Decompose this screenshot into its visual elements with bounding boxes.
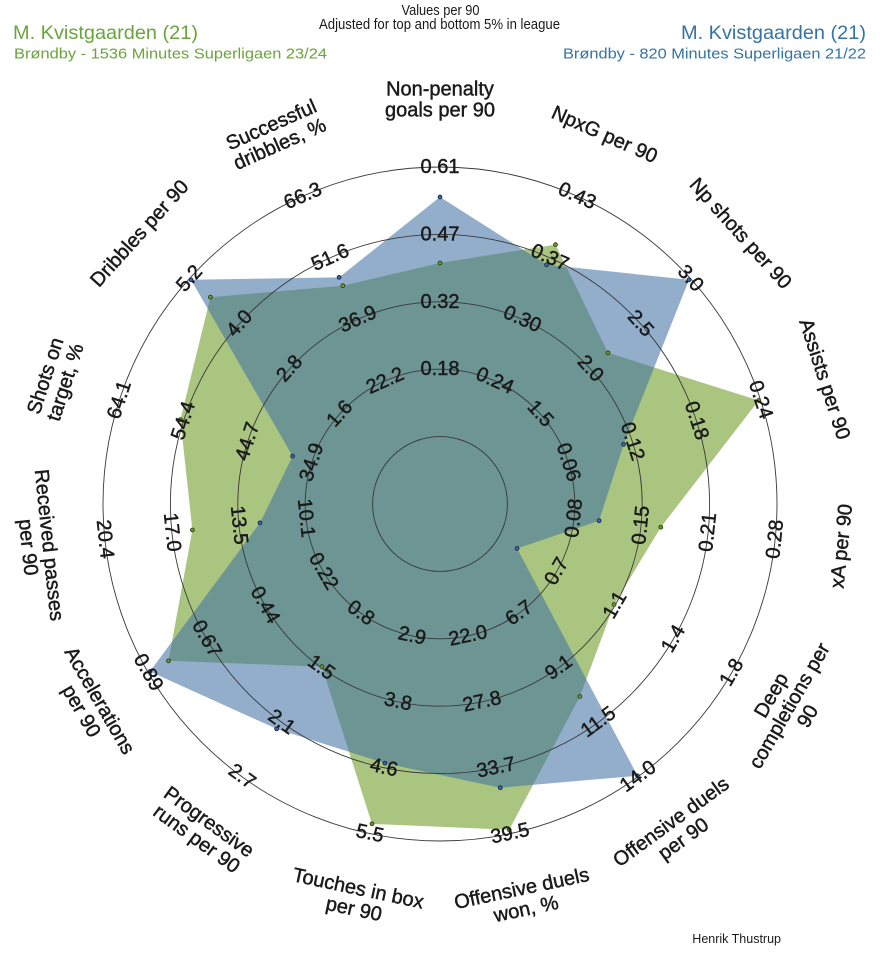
svg-text:Progressiveruns per 90: Progressiveruns per 90 xyxy=(147,782,258,879)
svg-text:0.08: 0.08 xyxy=(561,498,587,539)
svg-text:M. Kvistgaarden (21): M. Kvistgaarden (21) xyxy=(13,22,198,44)
svg-text:NpxG per 90: NpxG per 90 xyxy=(548,102,661,168)
svg-text:10.1: 10.1 xyxy=(293,498,319,539)
svg-text:Successfuldribbles, %: Successfuldribbles, % xyxy=(222,95,330,175)
svg-text:0.28: 0.28 xyxy=(762,519,788,560)
svg-text:0.21: 0.21 xyxy=(695,512,721,553)
svg-text:Shots ontarget, %: Shots ontarget, % xyxy=(23,334,89,424)
svg-text:Values per 90: Values per 90 xyxy=(402,2,480,19)
svg-text:20.4: 20.4 xyxy=(92,519,118,560)
svg-text:0.24: 0.24 xyxy=(744,378,777,422)
svg-text:0.18: 0.18 xyxy=(421,358,460,380)
svg-text:0.32: 0.32 xyxy=(421,291,460,313)
svg-text:1.4: 1.4 xyxy=(657,621,690,656)
svg-text:13.5: 13.5 xyxy=(226,505,252,546)
svg-text:Touches in boxper 90: Touches in boxper 90 xyxy=(286,864,425,934)
svg-text:17.0: 17.0 xyxy=(159,512,185,553)
svg-text:0.15: 0.15 xyxy=(628,505,654,546)
svg-text:xA per 90: xA per 90 xyxy=(826,503,857,589)
svg-text:Henrik Thustrup: Henrik Thustrup xyxy=(692,932,781,946)
svg-text:Received passesper 90: Received passesper 90 xyxy=(9,468,68,624)
svg-text:Brøndby - 820 Minutes Superlig: Brøndby - 820 Minutes Superligaen 21/22 xyxy=(563,46,866,63)
svg-text:Accelerationsper 90: Accelerationsper 90 xyxy=(41,643,138,768)
svg-text:0.43: 0.43 xyxy=(555,178,600,214)
svg-text:Assists per 90: Assists per 90 xyxy=(794,316,854,442)
svg-text:1.8: 1.8 xyxy=(715,655,748,690)
svg-text:Brøndby - 1536 Minutes Superli: Brøndby - 1536 Minutes Superligaen 23/24 xyxy=(14,46,327,63)
svg-text:Deepcompletions per90: Deepcompletions per90 xyxy=(727,629,853,784)
svg-text:Adjusted for top and bottom 5%: Adjusted for top and bottom 5% in league xyxy=(319,16,560,33)
svg-text:5.5: 5.5 xyxy=(354,820,386,847)
svg-text:0.47: 0.47 xyxy=(421,223,460,245)
svg-text:M. Kvistgaarden (21): M. Kvistgaarden (21) xyxy=(681,22,866,44)
svg-text:3.8: 3.8 xyxy=(382,688,414,715)
svg-text:0.61: 0.61 xyxy=(421,156,460,178)
svg-text:64.1: 64.1 xyxy=(103,378,136,422)
svg-text:Offensive duelswon, %: Offensive duelswon, % xyxy=(452,864,595,935)
svg-text:66.3: 66.3 xyxy=(281,178,326,214)
svg-text:Dribbles per 90: Dribbles per 90 xyxy=(86,176,193,292)
svg-text:51.6: 51.6 xyxy=(308,240,353,276)
svg-text:2.7: 2.7 xyxy=(224,760,259,794)
